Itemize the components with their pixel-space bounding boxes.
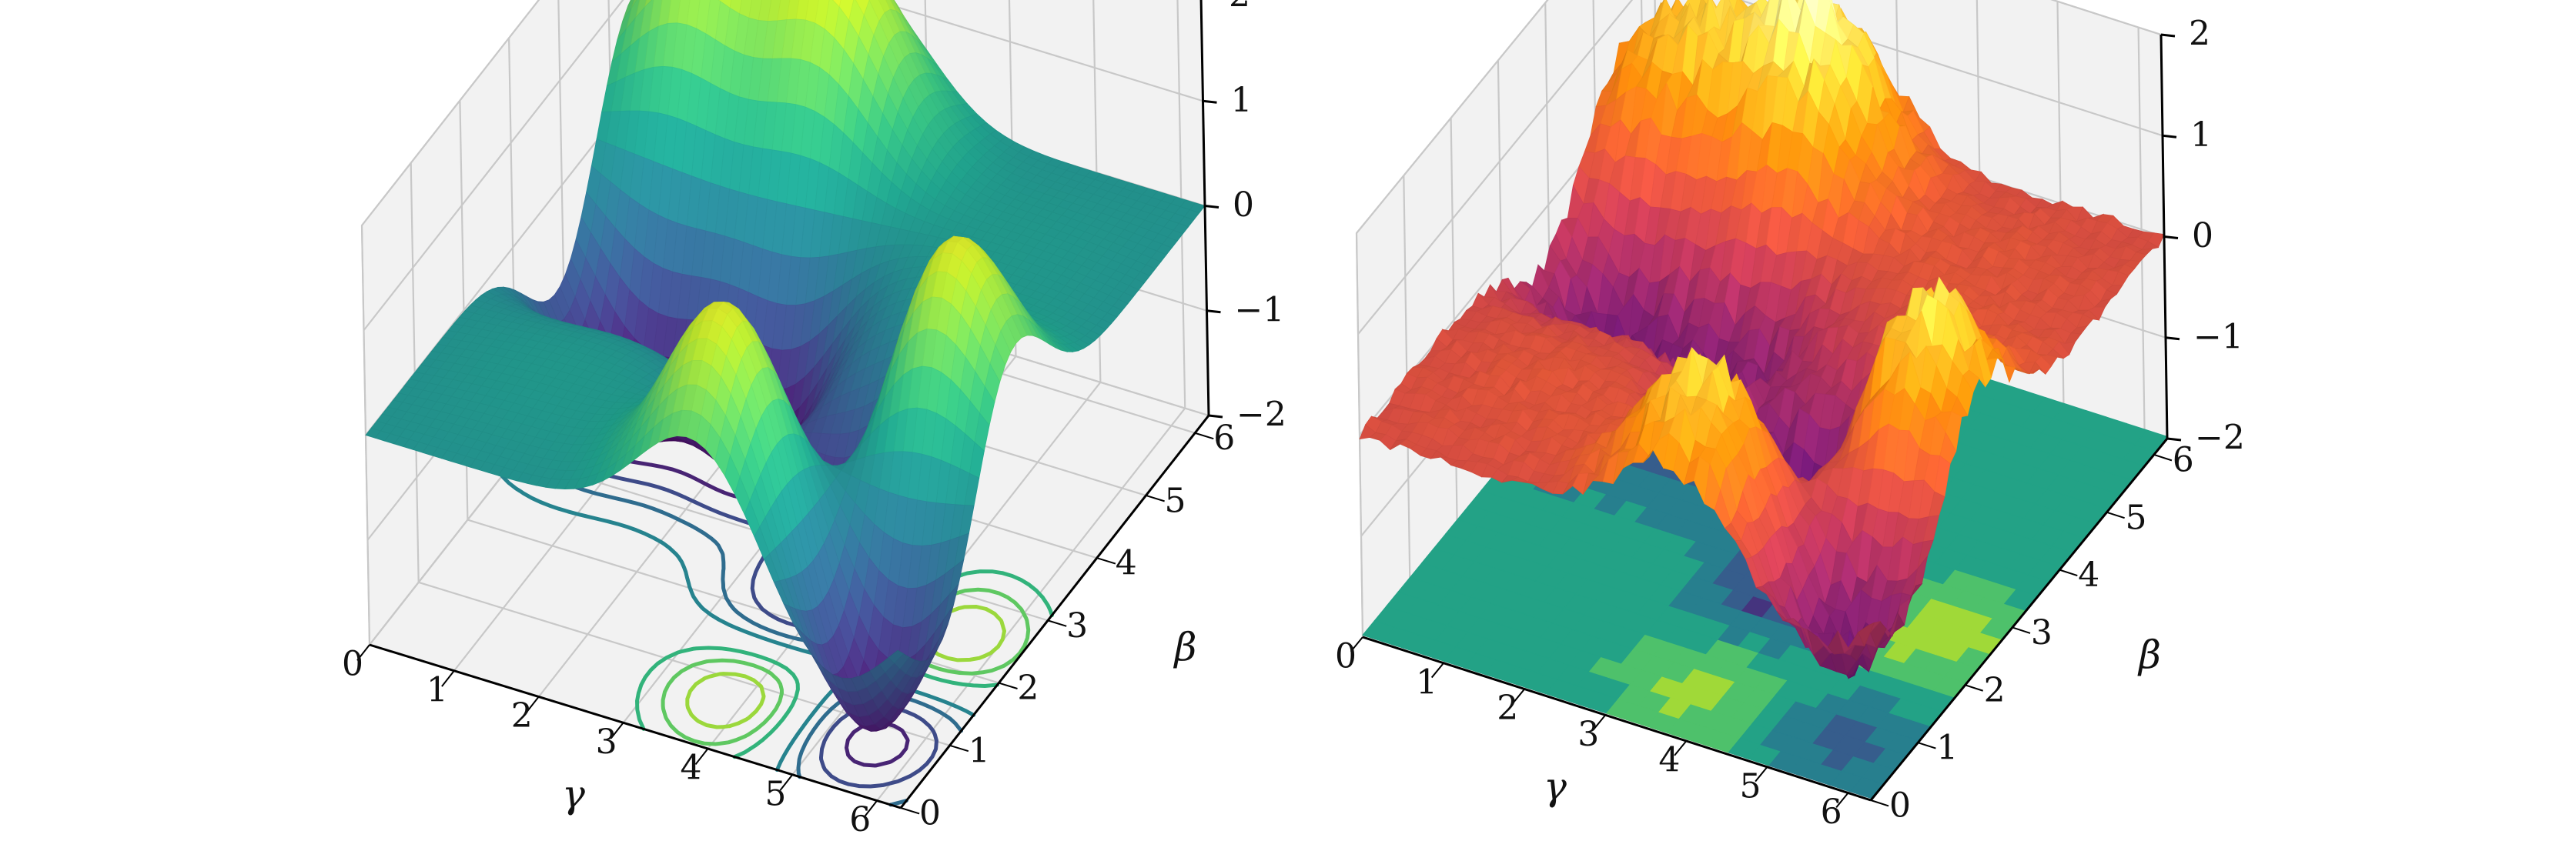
grid-line [361,0,540,226]
axis-line [1047,619,1067,627]
y-tick-label: 2 [1017,669,1039,708]
y-tick-label: 4 [1116,544,1137,583]
x-tick-label: 2 [511,696,533,736]
y-axis-title: β [1173,625,1197,669]
x-tick-label: 1 [427,670,448,709]
grid-line [871,0,1203,102]
axis-line [1096,557,1116,565]
axis-line [900,807,920,815]
z-tick-label: 2 [1229,0,1250,15]
y-tick-label: 1 [969,731,990,770]
z-tick-label: 0 [1233,185,1254,225]
axis-line [999,682,1018,689]
x-tick-label: 0 [342,645,363,684]
z-tick-label: −2 [1236,395,1286,435]
z-tick-label: −1 [1235,290,1285,329]
grid-line [363,0,624,331]
x-tick-label: 4 [681,749,702,788]
axis-line [1208,414,1223,419]
surface-mesh [365,0,1206,732]
axis-line [1203,99,1217,104]
axis-line [1194,432,1214,440]
x-tick-label: 6 [849,800,871,839]
y-tick-label: 3 [1066,606,1088,646]
grid-line [876,407,1186,802]
axis-line [949,744,969,753]
x-tick-label: 5 [764,774,786,813]
x-tick-label: 3 [596,723,617,762]
axis-line [1206,309,1221,314]
y-tick-label: 5 [1165,481,1186,520]
x-axis-title: γ [562,772,585,816]
axis-line [1146,494,1165,502]
z-tick-label: 1 [1231,81,1253,120]
axis-line [1204,205,1219,209]
y-tick-label: 6 [1213,419,1235,458]
y-tick-label: 0 [919,794,941,833]
